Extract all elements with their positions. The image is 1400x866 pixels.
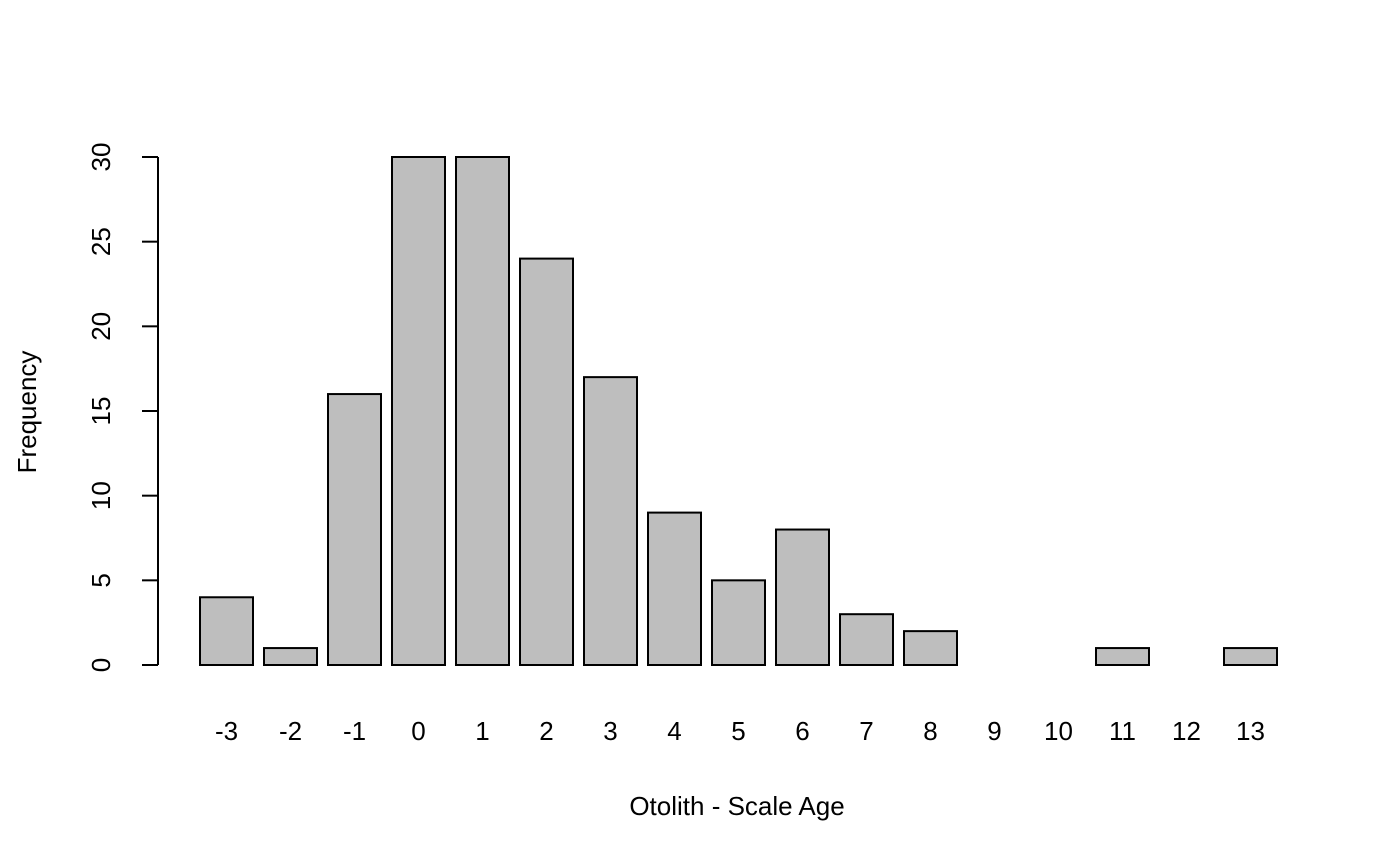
x-axis-title: Otolith - Scale Age <box>629 791 844 821</box>
x-tick-label: 0 <box>411 716 425 746</box>
bar-6 <box>775 528 830 666</box>
bar--1 <box>327 393 382 666</box>
bar-7 <box>839 613 894 667</box>
y-axis: 0 5 10 15 20 25 30 <box>86 143 159 672</box>
x-tick-label: 5 <box>731 716 745 746</box>
bar-5 <box>711 579 766 666</box>
y-axis-title: Frequency <box>12 351 42 474</box>
x-tick-label: 1 <box>475 716 489 746</box>
y-tick-label: 15 <box>86 397 116 426</box>
y-tick-label: 5 <box>86 573 116 587</box>
x-tick-label: 6 <box>795 716 809 746</box>
y-tick-label: 30 <box>86 143 116 172</box>
x-tick-label: -3 <box>215 716 238 746</box>
bar-11 <box>1095 647 1150 666</box>
y-tick-label: 20 <box>86 312 116 341</box>
bar-3 <box>583 376 638 666</box>
bar-1 <box>455 156 510 666</box>
bars-group <box>199 156 1278 667</box>
bar-4 <box>647 511 702 666</box>
x-tick-label: 10 <box>1044 716 1073 746</box>
x-tick-label: 13 <box>1236 716 1265 746</box>
y-tick-label: 10 <box>86 481 116 510</box>
y-tick-label: 0 <box>86 658 116 672</box>
x-tick-label: 8 <box>923 716 937 746</box>
bar-0 <box>391 156 446 666</box>
x-axis-tick-labels: -3 -2 -1 0 1 2 3 4 5 6 7 8 9 10 11 12 13 <box>215 716 1265 746</box>
x-tick-label: 2 <box>539 716 553 746</box>
bar-13 <box>1223 647 1278 666</box>
y-tick-label: 25 <box>86 227 116 256</box>
x-tick-label: 9 <box>987 716 1001 746</box>
x-tick-label: -1 <box>343 716 366 746</box>
bar--3 <box>199 596 254 666</box>
x-tick-label: 4 <box>667 716 681 746</box>
bar-8 <box>903 630 958 667</box>
bar--2 <box>263 647 318 666</box>
bar-2 <box>519 257 574 666</box>
x-tick-label: 11 <box>1109 716 1136 746</box>
x-tick-label: 3 <box>603 716 617 746</box>
x-tick-label: -2 <box>279 716 302 746</box>
x-tick-label: 12 <box>1172 716 1201 746</box>
x-tick-label: 7 <box>859 716 873 746</box>
